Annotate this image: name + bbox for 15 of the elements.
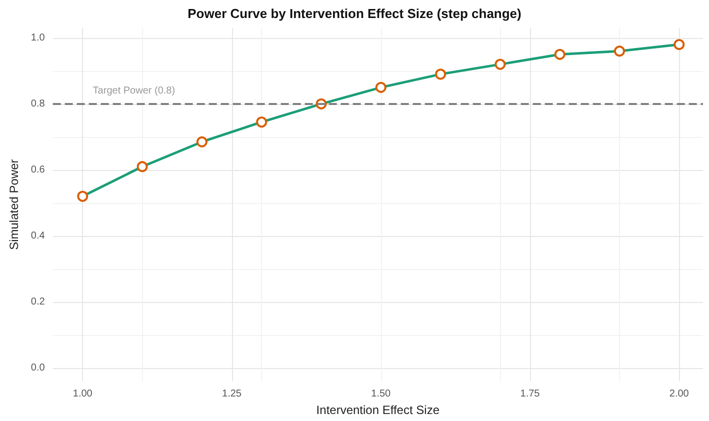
x-tick-label: 1.25 xyxy=(222,388,242,400)
y-tick-label: 0.0 xyxy=(30,362,46,374)
x-tick-label: 1.00 xyxy=(72,388,93,400)
y-tick-label: 0.6 xyxy=(30,164,46,176)
y-tick-label: 0.8 xyxy=(30,98,46,110)
x-axis-title: Intervention Effect Size xyxy=(316,403,440,417)
ref-line-label: Target Power (0.8) xyxy=(92,85,176,96)
x-tick-label: 2.00 xyxy=(669,388,690,400)
y-axis-title: Simulated Power xyxy=(7,159,21,250)
y-tick-label: 1.0 xyxy=(30,32,46,44)
y-tick-label: 0.2 xyxy=(30,296,46,308)
chart-title: Power Curve by Intervention Effect Size (step change) xyxy=(188,6,522,21)
x-tick-label: 1.50 xyxy=(371,388,392,400)
x-tick-label: 1.75 xyxy=(520,388,540,400)
y-tick-label: 0.4 xyxy=(30,230,46,242)
